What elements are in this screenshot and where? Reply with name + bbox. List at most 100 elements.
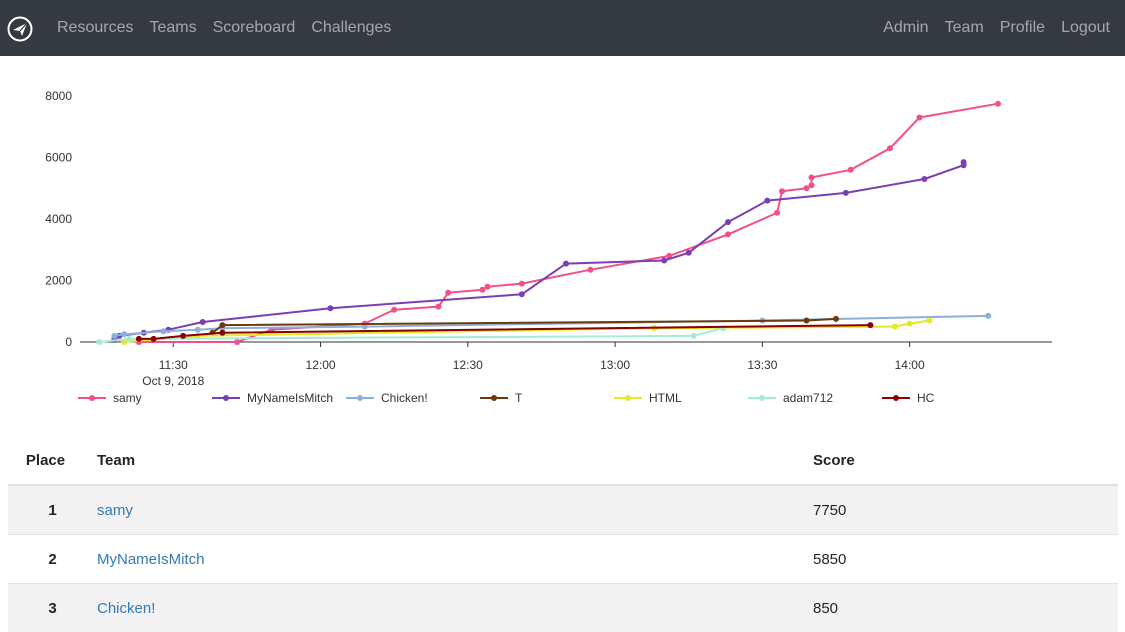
y-tick-label: 2000 bbox=[45, 274, 72, 288]
legend-label: MyNameIsMitch bbox=[247, 391, 333, 405]
data-point bbox=[151, 336, 157, 342]
data-point bbox=[195, 327, 201, 333]
y-tick-label: 8000 bbox=[45, 89, 72, 103]
scoreboard-table: Place Team Score 1 samy 7750 2 MyNameIsM… bbox=[8, 436, 1118, 632]
nav-link-profile[interactable]: Profile bbox=[1000, 19, 1045, 37]
x-tick-label: 14:00 bbox=[895, 358, 925, 372]
data-point bbox=[887, 145, 893, 151]
data-point bbox=[725, 219, 731, 225]
data-point bbox=[435, 304, 441, 310]
x-tick-label: 12:00 bbox=[306, 358, 336, 372]
y-tick-label: 4000 bbox=[45, 212, 72, 226]
data-point bbox=[200, 319, 206, 325]
nav-link-resources[interactable]: Resources bbox=[57, 19, 133, 37]
data-point bbox=[519, 291, 525, 297]
data-point bbox=[809, 182, 815, 188]
table-row: 2 MyNameIsMitch 5850 bbox=[8, 535, 1118, 584]
data-point bbox=[485, 284, 491, 290]
legend-label: samy bbox=[113, 391, 142, 405]
x-tick-label: 13:00 bbox=[600, 358, 630, 372]
legend-marker bbox=[759, 395, 765, 401]
data-point bbox=[686, 250, 692, 256]
header-score: Score bbox=[813, 436, 1118, 485]
paper-plane-icon[interactable] bbox=[7, 16, 33, 42]
top-navbar: Resources Teams Scoreboard Challenges Ad… bbox=[0, 0, 1125, 56]
legend-marker bbox=[223, 395, 229, 401]
place-cell: 1 bbox=[8, 485, 97, 535]
data-point bbox=[833, 316, 839, 322]
score-cell: 850 bbox=[813, 584, 1118, 632]
nav-link-admin[interactable]: Admin bbox=[883, 19, 928, 37]
table-row: 3 Chicken! 850 bbox=[8, 584, 1118, 632]
y-tick-label: 0 bbox=[65, 335, 72, 349]
score-cell: 7750 bbox=[813, 485, 1118, 535]
data-point bbox=[809, 175, 815, 181]
data-point bbox=[661, 258, 667, 264]
x-date-label: Oct 9, 2018 bbox=[142, 374, 204, 388]
data-point bbox=[774, 210, 780, 216]
nav-right: Admin Team Profile Logout bbox=[867, 0, 1110, 56]
place-cell: 2 bbox=[8, 535, 97, 584]
data-point bbox=[391, 307, 397, 313]
data-point bbox=[445, 290, 451, 296]
legend-label: T bbox=[515, 391, 523, 405]
data-point bbox=[111, 333, 117, 339]
data-point bbox=[917, 115, 923, 121]
nav-link-scoreboard[interactable]: Scoreboard bbox=[213, 19, 296, 37]
legend-label: Chicken! bbox=[381, 391, 428, 405]
x-tick-label: 13:30 bbox=[747, 358, 777, 372]
data-point bbox=[126, 336, 132, 342]
legend-label: adam712 bbox=[783, 391, 833, 405]
team-link[interactable]: MyNameIsMitch bbox=[97, 551, 205, 568]
legend-marker bbox=[89, 395, 95, 401]
team-cell: Chicken! bbox=[97, 584, 813, 632]
data-point bbox=[921, 176, 927, 182]
header-team: Team bbox=[97, 436, 813, 485]
data-point bbox=[804, 318, 810, 324]
data-point bbox=[985, 313, 991, 319]
header-place: Place bbox=[8, 436, 97, 485]
data-point bbox=[804, 185, 810, 191]
nav-left: Resources Teams Scoreboard Challenges bbox=[57, 0, 407, 56]
legend-marker bbox=[625, 395, 631, 401]
table-row: 1 samy 7750 bbox=[8, 485, 1118, 535]
data-point bbox=[563, 261, 569, 267]
nav-link-team[interactable]: Team bbox=[945, 19, 984, 37]
data-point bbox=[995, 101, 1001, 107]
data-point bbox=[234, 339, 240, 345]
series-line-1 bbox=[114, 162, 963, 339]
data-point bbox=[180, 333, 186, 339]
series-line-0 bbox=[139, 104, 998, 342]
team-link[interactable]: Chicken! bbox=[97, 600, 155, 617]
data-point bbox=[691, 333, 697, 339]
legend-label: HC bbox=[917, 391, 935, 405]
data-point bbox=[161, 328, 167, 334]
data-point bbox=[867, 322, 873, 328]
nav-link-teams[interactable]: Teams bbox=[149, 19, 196, 37]
data-point bbox=[588, 267, 594, 273]
data-point bbox=[327, 305, 333, 311]
data-point bbox=[961, 159, 967, 165]
legend-marker bbox=[357, 395, 363, 401]
table-header-row: Place Team Score bbox=[8, 436, 1118, 485]
data-point bbox=[121, 331, 127, 337]
legend-label: HTML bbox=[649, 391, 682, 405]
x-tick-label: 12:30 bbox=[453, 358, 483, 372]
x-tick-label: 11:30 bbox=[159, 358, 188, 372]
place-cell: 3 bbox=[8, 584, 97, 632]
data-point bbox=[219, 330, 225, 336]
score-cell: 5850 bbox=[813, 535, 1118, 584]
data-point bbox=[725, 231, 731, 237]
data-point bbox=[519, 281, 525, 287]
nav-link-logout[interactable]: Logout bbox=[1061, 19, 1110, 37]
nav-link-challenges[interactable]: Challenges bbox=[311, 19, 391, 37]
data-point bbox=[480, 287, 486, 293]
score-graph: 0 2000 4000 6000 8000 11:30 Oct 9, 2018 12:00 12… bbox=[0, 56, 1125, 416]
data-point bbox=[848, 167, 854, 173]
data-point bbox=[843, 190, 849, 196]
data-point bbox=[97, 339, 103, 345]
team-link[interactable]: samy bbox=[97, 502, 133, 519]
data-point bbox=[892, 324, 898, 330]
y-tick-label: 6000 bbox=[45, 151, 72, 165]
team-cell: MyNameIsMitch bbox=[97, 535, 813, 584]
